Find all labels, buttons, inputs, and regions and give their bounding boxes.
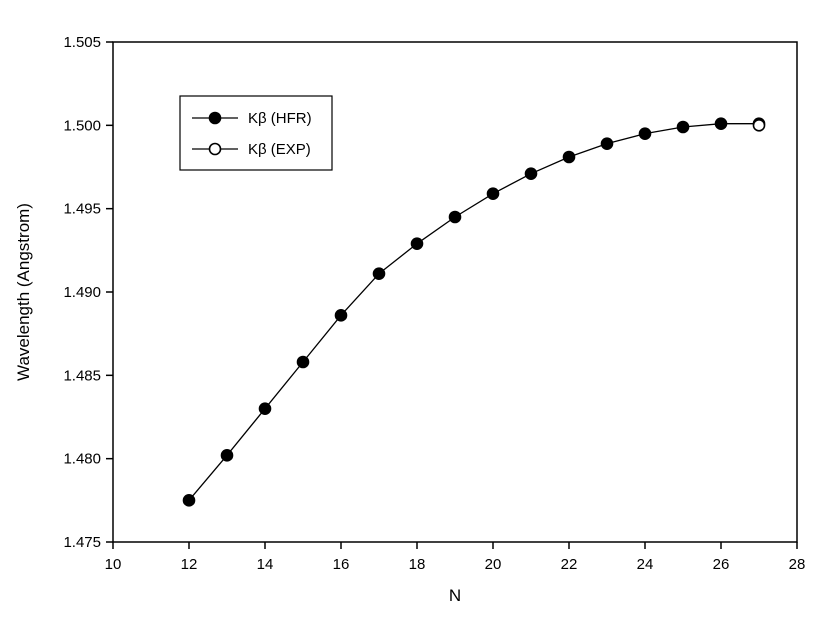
legend-entry-label: Kβ (HFR) bbox=[248, 110, 312, 127]
x-tick-label: 10 bbox=[105, 556, 122, 573]
data-point bbox=[334, 309, 348, 322]
data-point bbox=[486, 187, 500, 200]
y-tick-label: 1.475 bbox=[63, 534, 101, 551]
data-point bbox=[714, 117, 728, 130]
data-point bbox=[676, 120, 690, 134]
y-tick-label: 1.480 bbox=[63, 451, 101, 468]
data-point bbox=[372, 267, 386, 280]
y-tick-label: 1.500 bbox=[63, 117, 101, 134]
legend: Kβ (HFR) Kβ (EXP) bbox=[179, 95, 333, 171]
x-tick-label: 28 bbox=[789, 556, 806, 573]
data-point bbox=[448, 210, 462, 224]
data-point bbox=[182, 494, 196, 507]
data-point bbox=[752, 119, 766, 132]
legend-box bbox=[179, 95, 333, 171]
y-tick-label: 1.505 bbox=[63, 34, 101, 51]
data-point bbox=[296, 355, 310, 369]
data-point bbox=[600, 137, 614, 150]
x-tick-label: 18 bbox=[409, 556, 426, 573]
x-axis-label: N bbox=[448, 586, 462, 605]
x-tick-label: 22 bbox=[561, 556, 578, 573]
legend-marker bbox=[208, 142, 222, 156]
y-tick-label: 1.495 bbox=[63, 201, 101, 218]
x-tick-label: 24 bbox=[637, 556, 654, 573]
series-1 bbox=[752, 119, 766, 132]
series-line bbox=[188, 123, 759, 501]
data-point bbox=[258, 402, 272, 415]
series-0 bbox=[182, 117, 766, 507]
legend-marker bbox=[208, 111, 222, 125]
x-tick-label: 26 bbox=[713, 556, 730, 573]
y-tick-label: 1.490 bbox=[63, 284, 101, 301]
legend-entry-label: Kβ (EXP) bbox=[248, 141, 311, 158]
x-tick-label: 12 bbox=[181, 556, 198, 573]
data-point bbox=[524, 167, 538, 180]
data-point bbox=[638, 127, 652, 140]
y-axis-label: Wavelength (Angstrom) bbox=[14, 203, 33, 381]
data-point bbox=[562, 150, 576, 164]
x-tick-label: 14 bbox=[257, 556, 274, 573]
x-tick-label: 16 bbox=[333, 556, 350, 573]
data-point bbox=[410, 237, 424, 250]
data-point bbox=[220, 449, 234, 462]
x-tick-label: 20 bbox=[485, 556, 502, 573]
y-tick-label: 1.485 bbox=[63, 367, 101, 384]
